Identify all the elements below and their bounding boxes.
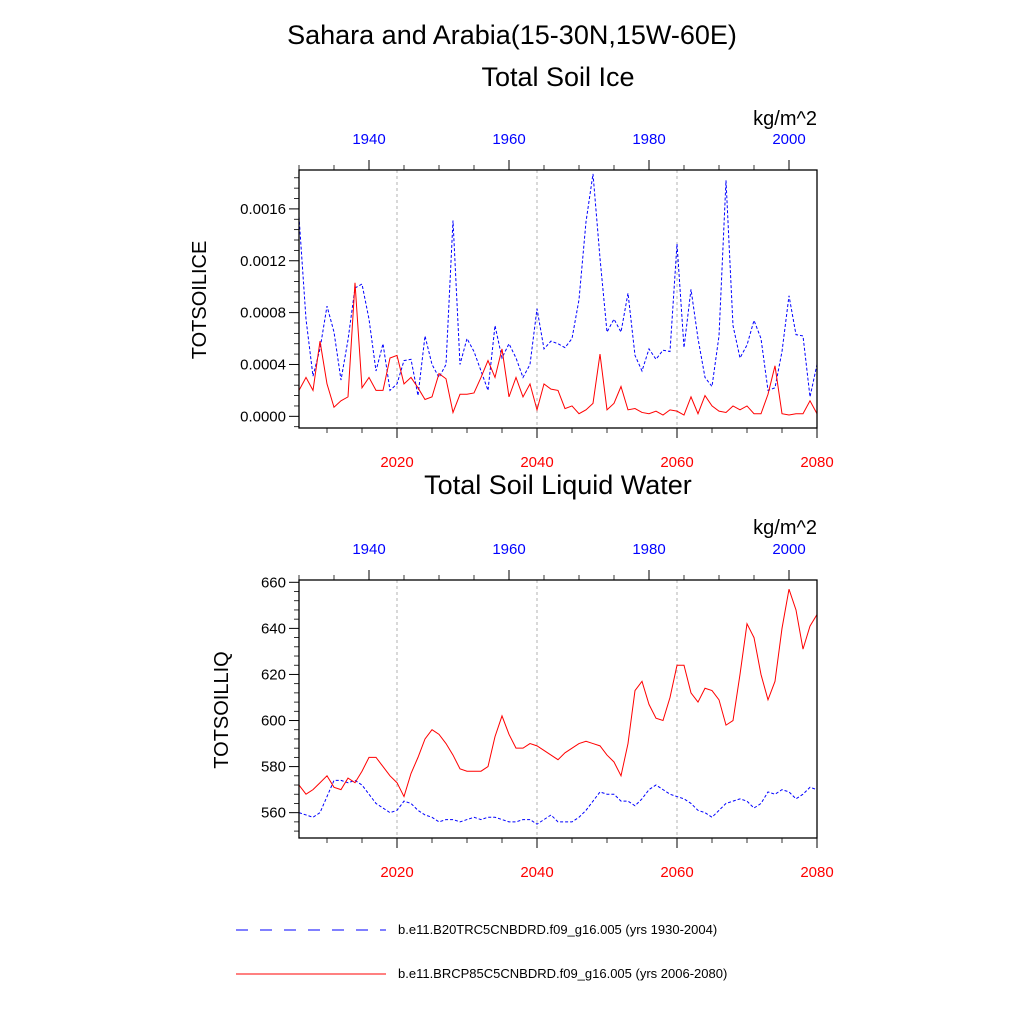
soil-liquid-y-tick-label: 660 [261, 574, 286, 591]
figure-title: Sahara and Arabia(15-30N,15W-60E) [287, 20, 737, 50]
soil-ice-units: kg/m^2 [753, 108, 817, 130]
soil-ice-gridlines [396, 170, 678, 428]
soil-liquid-minor-ticks [294, 575, 783, 843]
soil-liquid-bottom-tick-label: 2080 [800, 864, 833, 881]
legend-historical-label: b.e11.B20TRC5CNBDRD.f09_g16.005 (yrs 193… [398, 922, 717, 937]
soil-ice-historical-series-line [299, 173, 817, 397]
soil-ice-top-tick-label: 1940 [352, 131, 385, 148]
soil-ice-bottom-tick-label: 2060 [660, 454, 693, 471]
soil-liquid-units: kg/m^2 [753, 517, 817, 539]
soil-ice-y-axis-label: TOTSOILICE [189, 241, 211, 360]
soil-liquid-top-tick-label: 1960 [492, 541, 525, 558]
soil-ice-bottom-tick-label: 2080 [800, 454, 833, 471]
soil-liquid-bottom-tick-label: 2020 [380, 864, 413, 881]
soil-ice-y-tick-label: 0.0012 [240, 253, 286, 270]
soil-liquid-series-lines [299, 589, 817, 825]
soil-liquid-y-tick-label: 600 [261, 713, 286, 730]
soil-liquid-panel: Total Soil Liquid Water kg/m^2 TOTSOILLI… [211, 470, 834, 881]
soil-liquid-top-tick-label: 1980 [632, 541, 665, 558]
soil-ice-series-lines [299, 173, 817, 416]
soil-ice-y-tick-label: 0.0008 [240, 305, 286, 322]
soil-ice-top-tick-label: 1960 [492, 131, 525, 148]
soil-ice-top-tick-label: 2000 [772, 131, 805, 148]
soil-ice-bottom-tick-label: 2020 [380, 454, 413, 471]
soil-ice-top-tick-label: 1980 [632, 131, 665, 148]
soil-liquid-y-tick-label: 580 [261, 759, 286, 776]
soil-liquid-bottom-tick-label: 2060 [660, 864, 693, 881]
soil-ice-bottom-tick-label: 2040 [520, 454, 553, 471]
soil-ice-title: Total Soil Ice [481, 62, 634, 92]
soil-liquid-top-tick-label: 2000 [772, 541, 805, 558]
soil-liquid-title: Total Soil Liquid Water [424, 470, 692, 500]
soil-liquid-plot-frame [298, 579, 818, 839]
soil-ice-axes [289, 160, 818, 438]
soil-ice-tick-labels: 2020 2040 2060 2080 1940 1960 1980 2000 0.0000 0.… [240, 131, 834, 471]
soil-liquid-y-tick-label: 560 [261, 805, 286, 822]
soil-liquid-top-tick-label: 1940 [352, 541, 385, 558]
soil-liquid-axes [289, 570, 818, 848]
soil-ice-minor-ticks [294, 165, 783, 433]
soil-ice-y-tick-label: 0.0016 [240, 201, 286, 218]
legend-future-label: b.e11.BRCP85C5CNBDRD.f09_g16.005 (yrs 20… [398, 966, 727, 981]
soil-ice-y-tick-label: 0.0000 [240, 408, 286, 425]
soil-liquid-y-axis-label: TOTSOILLIQ [211, 651, 233, 768]
soil-ice-plot-frame [298, 169, 818, 429]
soil-liquid-gridlines [396, 580, 678, 838]
soil-liquid-bottom-tick-label: 2040 [520, 864, 553, 881]
soil-ice-y-tick-label: 0.0004 [240, 356, 286, 373]
legend: b.e11.B20TRC5CNBDRD.f09_g16.005 (yrs 193… [236, 922, 727, 981]
soil-ice-panel: Total Soil Ice kg/m^2 TOTSOILICE 2020 204… [189, 62, 834, 471]
soil-ice-future-series-line [299, 282, 817, 416]
soil-liquid-tick-labels: 2020 2040 2060 2080 1940 1960 1980 2000 560 580 60… [261, 541, 834, 881]
soil-liquid-y-tick-label: 620 [261, 666, 286, 683]
soil-liquid-future-series-line [299, 589, 817, 798]
soil-liquid-historical-series-line [299, 779, 817, 825]
soil-liquid-y-tick-label: 640 [261, 620, 286, 637]
